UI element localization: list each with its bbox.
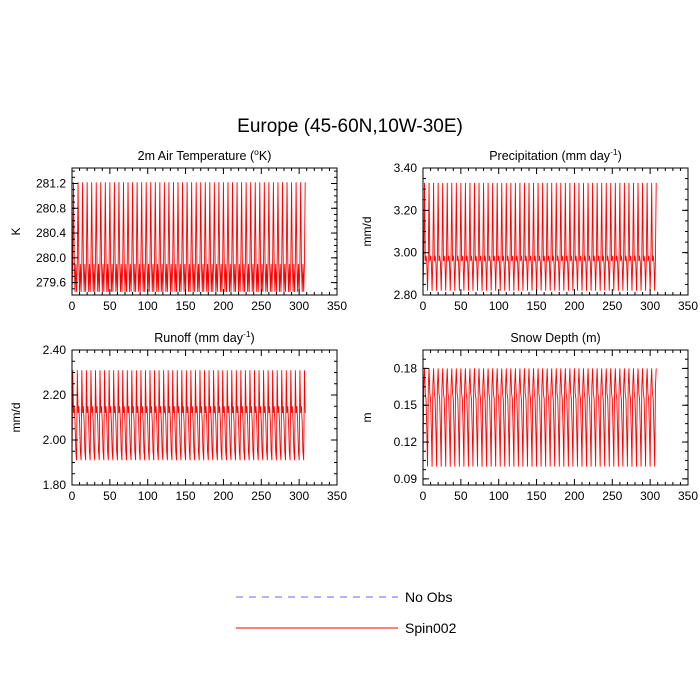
y-tick-label: 2.80 (394, 288, 418, 302)
y-tick-label: 3.00 (394, 246, 418, 260)
x-tick-label: 50 (454, 299, 468, 313)
y-tick-label: 3.40 (394, 161, 418, 175)
series-line-spin002 (422, 182, 657, 291)
x-tick-label: 100 (138, 299, 158, 313)
panel-title-end: ) (251, 331, 255, 345)
x-tick-label: 0 (420, 299, 427, 313)
series-line-spin002 (71, 182, 306, 292)
x-tick-label: 350 (327, 489, 347, 503)
panel-title: Snow Depth (m) (510, 331, 600, 345)
panel-title-superscript: -1 (243, 329, 251, 339)
x-tick-label: 0 (69, 489, 76, 503)
figure-title: Europe (45-60N,10W-30E) (237, 116, 463, 137)
y-tick-label: 3.20 (394, 203, 418, 217)
x-tick-label: 250 (602, 489, 622, 503)
panel-title-main: Precipitation (mm day (489, 149, 611, 163)
plot-frame (71, 167, 338, 296)
x-tick-label: 50 (103, 489, 117, 503)
y-tick-label: 2.20 (43, 388, 67, 402)
x-tick-label: 200 (564, 489, 584, 503)
x-tick-label: 300 (640, 489, 660, 503)
x-tick-label: 350 (678, 489, 698, 503)
panel-title-main: 2m Air Temperature ( (138, 149, 255, 163)
x-tick-label: 50 (103, 299, 117, 313)
y-axis-label: mm/d (360, 217, 374, 247)
x-tick-label: 200 (213, 299, 233, 313)
x-tick-label: 150 (176, 299, 196, 313)
x-tick-label: 300 (640, 299, 660, 313)
panel-title: Precipitation (mm day-1) (489, 147, 622, 163)
panel-1: 2m Air Temperature (oK) 0 50 100 150 200 250 30… (9, 147, 347, 313)
plot-frame (422, 349, 689, 486)
x-tick-label: 50 (454, 489, 468, 503)
panel-title-superscript: o (254, 147, 259, 157)
series-line-spin002 (422, 368, 657, 467)
x-tick-label: 250 (251, 299, 271, 313)
x-tick-label: 200 (564, 299, 584, 313)
x-tick-label: 100 (138, 489, 158, 503)
x-tick-label: 200 (213, 489, 233, 503)
x-tick-label: 250 (251, 489, 271, 503)
y-axis-label: K (9, 227, 23, 235)
y-tick-label: 279.6 (36, 276, 66, 290)
panel-title-main: Snow Depth (m) (510, 331, 600, 345)
y-tick-label: 280.4 (36, 226, 66, 240)
panel-title-superscript: -1 (610, 147, 618, 157)
panel-title-main: Runoff (mm day (154, 331, 243, 345)
x-tick-label: 100 (489, 489, 509, 503)
x-tick-label: 100 (489, 299, 509, 313)
y-tick-label: 0.18 (394, 361, 418, 375)
y-tick-label: 0.15 (394, 398, 418, 412)
x-tick-label: 350 (327, 299, 347, 313)
x-tick-label: 0 (69, 299, 76, 313)
y-tick-label: 1.80 (43, 478, 67, 492)
y-axis-label: m (360, 413, 374, 423)
panels: 2m Air Temperature (oK)0 50 100 150 200 250 30… (9, 147, 698, 503)
legend: No Obs Spin002 (236, 589, 457, 636)
y-tick-label: 0.12 (394, 435, 418, 449)
panel-title: 2m Air Temperature (oK) (138, 147, 272, 163)
x-tick-label: 350 (678, 299, 698, 313)
legend-label-no-obs: No Obs (405, 589, 452, 605)
x-tick-label: 150 (527, 299, 547, 313)
x-tick-label: 300 (289, 489, 309, 503)
panel-title-end: K) (259, 149, 272, 163)
series-line-spin002 (71, 370, 306, 461)
y-tick-label: 2.00 (43, 433, 67, 447)
panel-4: Snow Depth (m) 0 50 100 150 200 250 300 350 0.09 0… (360, 331, 698, 503)
x-tick-label: 150 (527, 489, 547, 503)
x-tick-label: 150 (176, 489, 196, 503)
panel-title-end: ) (618, 149, 622, 163)
x-tick-label: 250 (602, 299, 622, 313)
panel-title: Runoff (mm day-1) (154, 329, 254, 345)
panel-3: Runoff (mm day-1) 0 50 100 150 200 250 300 350 1.… (9, 329, 347, 503)
y-tick-label: 280.0 (36, 251, 66, 265)
x-tick-label: 300 (289, 299, 309, 313)
legend-label-spin002: Spin002 (405, 620, 457, 636)
y-tick-label: 280.8 (36, 201, 66, 215)
y-tick-label: 2.40 (43, 343, 67, 357)
y-tick-label: 281.2 (36, 176, 66, 190)
x-tick-label: 0 (420, 489, 427, 503)
y-axis-label: mm/d (9, 403, 23, 433)
y-tick-label: 0.09 (394, 472, 418, 486)
panel-2: Precipitation (mm day-1) 0 50 100 150 200 250 3… (360, 147, 698, 313)
